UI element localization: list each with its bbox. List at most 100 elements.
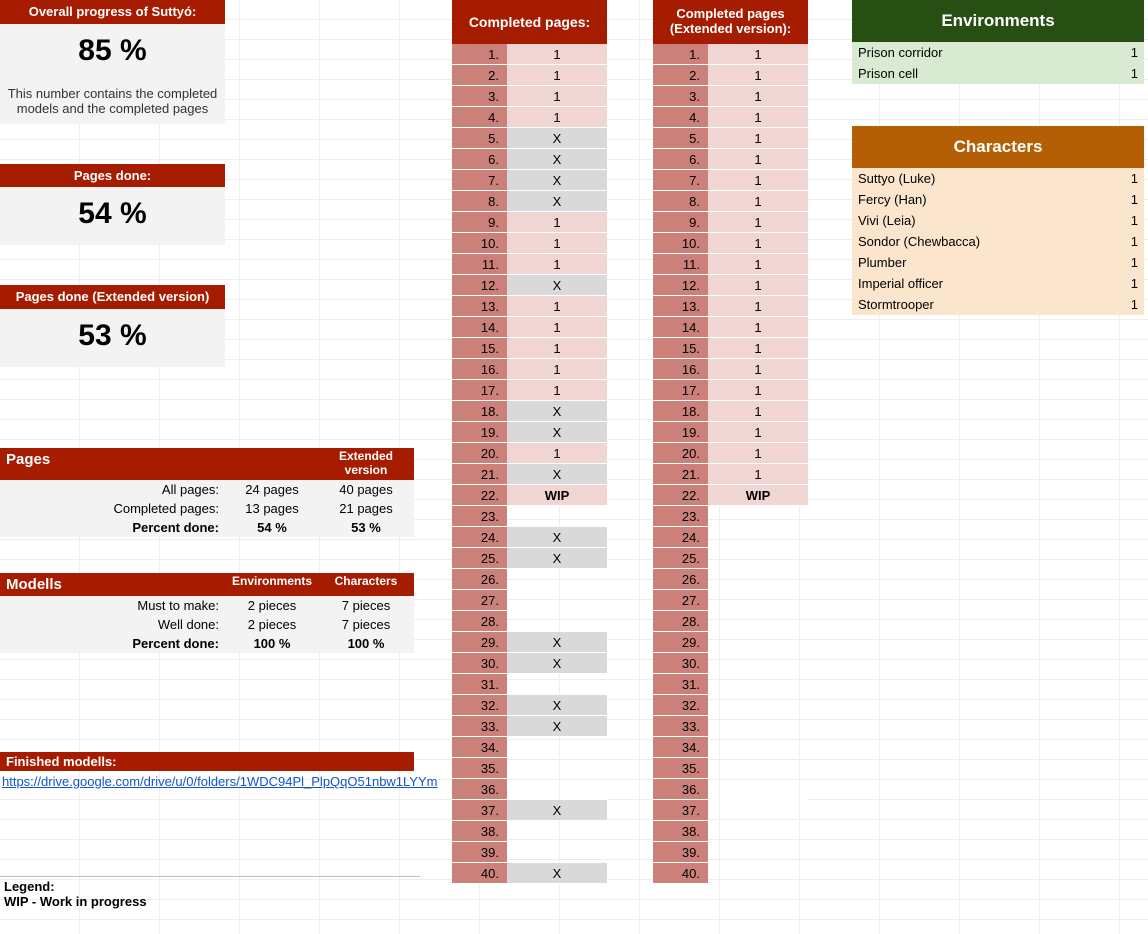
page-number-cell[interactable]: 26.: [452, 569, 507, 590]
page-status-cell[interactable]: [507, 611, 607, 632]
page-status-cell[interactable]: 1: [708, 443, 808, 464]
page-number-cell[interactable]: 10.: [452, 233, 507, 254]
page-status-cell[interactable]: X: [507, 401, 607, 422]
page-number-cell[interactable]: 23.: [452, 506, 507, 527]
page-number-cell[interactable]: 10.: [653, 233, 708, 254]
page-status-cell[interactable]: 1: [507, 44, 607, 65]
page-status-cell[interactable]: [708, 863, 808, 884]
page-status-cell[interactable]: [507, 506, 607, 527]
page-number-cell[interactable]: 26.: [653, 569, 708, 590]
page-number-cell[interactable]: 17.: [452, 380, 507, 401]
page-status-cell[interactable]: [708, 716, 808, 737]
page-status-cell[interactable]: [708, 674, 808, 695]
page-status-cell[interactable]: [708, 779, 808, 800]
page-number-cell[interactable]: 28.: [653, 611, 708, 632]
page-status-cell[interactable]: X: [507, 800, 607, 821]
page-status-cell[interactable]: 1: [708, 233, 808, 254]
page-number-cell[interactable]: 4.: [653, 107, 708, 128]
page-number-cell[interactable]: 34.: [653, 737, 708, 758]
page-status-cell[interactable]: [708, 548, 808, 569]
page-number-cell[interactable]: 35.: [452, 758, 507, 779]
page-status-cell[interactable]: X: [507, 548, 607, 569]
page-status-cell[interactable]: 1: [708, 422, 808, 443]
page-number-cell[interactable]: 9.: [452, 212, 507, 233]
page-number-cell[interactable]: 31.: [452, 674, 507, 695]
page-number-cell[interactable]: 29.: [452, 632, 507, 653]
page-status-cell[interactable]: X: [507, 527, 607, 548]
page-number-cell[interactable]: 22.: [653, 485, 708, 506]
page-number-cell[interactable]: 7.: [653, 170, 708, 191]
page-number-cell[interactable]: 12.: [452, 275, 507, 296]
page-number-cell[interactable]: 4.: [452, 107, 507, 128]
page-status-cell[interactable]: X: [507, 191, 607, 212]
page-number-cell[interactable]: 20.: [452, 443, 507, 464]
page-number-cell[interactable]: 6.: [452, 149, 507, 170]
page-status-cell[interactable]: X: [507, 632, 607, 653]
page-status-cell[interactable]: [708, 506, 808, 527]
page-status-cell[interactable]: [708, 590, 808, 611]
page-number-cell[interactable]: 14.: [452, 317, 507, 338]
page-number-cell[interactable]: 32.: [653, 695, 708, 716]
page-status-cell[interactable]: 1: [708, 401, 808, 422]
page-number-cell[interactable]: 1.: [653, 44, 708, 65]
page-number-cell[interactable]: 1.: [452, 44, 507, 65]
page-status-cell[interactable]: [507, 569, 607, 590]
page-status-cell[interactable]: X: [507, 422, 607, 443]
page-status-cell[interactable]: 1: [708, 254, 808, 275]
character-row[interactable]: Vivi (Leia)1: [852, 210, 1144, 231]
page-number-cell[interactable]: 16.: [653, 359, 708, 380]
page-status-cell[interactable]: 1: [708, 359, 808, 380]
page-status-cell[interactable]: 1: [507, 317, 607, 338]
page-number-cell[interactable]: 2.: [452, 65, 507, 86]
page-status-cell[interactable]: [507, 842, 607, 863]
page-status-cell[interactable]: 1: [708, 296, 808, 317]
page-number-cell[interactable]: 15.: [653, 338, 708, 359]
page-number-cell[interactable]: 37.: [653, 800, 708, 821]
page-status-cell[interactable]: 1: [507, 65, 607, 86]
page-number-cell[interactable]: 39.: [452, 842, 507, 863]
page-number-cell[interactable]: 6.: [653, 149, 708, 170]
page-status-cell[interactable]: 1: [708, 65, 808, 86]
page-number-cell[interactable]: 21.: [653, 464, 708, 485]
page-number-cell[interactable]: 16.: [452, 359, 507, 380]
page-number-cell[interactable]: 18.: [452, 401, 507, 422]
page-number-cell[interactable]: 14.: [653, 317, 708, 338]
page-status-cell[interactable]: 1: [507, 212, 607, 233]
page-status-cell[interactable]: X: [507, 128, 607, 149]
page-number-cell[interactable]: 25.: [653, 548, 708, 569]
page-status-cell[interactable]: [708, 821, 808, 842]
page-number-cell[interactable]: 40.: [653, 863, 708, 884]
page-number-cell[interactable]: 33.: [653, 716, 708, 737]
page-number-cell[interactable]: 9.: [653, 212, 708, 233]
environment-row[interactable]: Prison cell1: [852, 63, 1144, 84]
page-status-cell[interactable]: 1: [708, 275, 808, 296]
page-status-cell[interactable]: 1: [507, 380, 607, 401]
page-status-cell[interactable]: 1: [708, 107, 808, 128]
page-status-cell[interactable]: 1: [708, 170, 808, 191]
page-number-cell[interactable]: 8.: [452, 191, 507, 212]
page-number-cell[interactable]: 30.: [452, 653, 507, 674]
character-row[interactable]: Suttyo (Luke)1: [852, 168, 1144, 189]
page-status-cell[interactable]: 1: [507, 443, 607, 464]
page-status-cell[interactable]: 1: [708, 191, 808, 212]
page-number-cell[interactable]: 7.: [452, 170, 507, 191]
page-number-cell[interactable]: 23.: [653, 506, 708, 527]
page-status-cell[interactable]: 1: [708, 128, 808, 149]
page-number-cell[interactable]: 13.: [653, 296, 708, 317]
page-status-cell[interactable]: [708, 737, 808, 758]
page-status-cell[interactable]: [708, 653, 808, 674]
page-status-cell[interactable]: [708, 758, 808, 779]
page-status-cell[interactable]: [708, 611, 808, 632]
page-number-cell[interactable]: 21.: [452, 464, 507, 485]
page-number-cell[interactable]: 38.: [653, 821, 708, 842]
page-number-cell[interactable]: 24.: [452, 527, 507, 548]
page-status-cell[interactable]: [507, 737, 607, 758]
page-number-cell[interactable]: 38.: [452, 821, 507, 842]
page-number-cell[interactable]: 35.: [653, 758, 708, 779]
page-status-cell[interactable]: [507, 758, 607, 779]
page-number-cell[interactable]: 28.: [452, 611, 507, 632]
character-row[interactable]: Imperial officer1: [852, 273, 1144, 294]
page-number-cell[interactable]: 27.: [452, 590, 507, 611]
page-number-cell[interactable]: 5.: [653, 128, 708, 149]
page-number-cell[interactable]: 13.: [452, 296, 507, 317]
